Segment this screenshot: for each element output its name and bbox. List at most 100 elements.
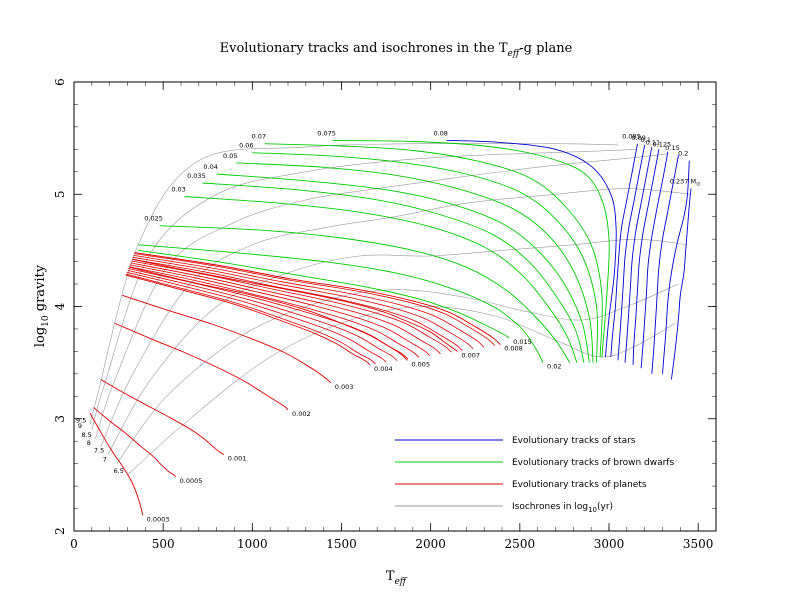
planet-track-0.005: [129, 266, 408, 361]
brown-dwarf-track-0.05: [236, 162, 594, 363]
legend: Evolutionary tracks of stars Evolutionary…: [395, 436, 674, 514]
star-label-0.085: 0.085: [622, 133, 641, 141]
planet-track-0.003: [122, 294, 332, 384]
isochrone-label-7.5: 7.5: [94, 447, 104, 455]
planet-track-0.004: [125, 274, 371, 366]
brown-dwarf-label-0.025: 0.025: [144, 215, 163, 223]
isochrone-8.5: [95, 153, 668, 440]
star-label-0.237 M: 0.237 M⊙: [670, 178, 701, 188]
isochrone-8: [100, 188, 692, 447]
star-label-0.1: 0.1: [641, 136, 651, 144]
brown-dwarf-track-0.035: [202, 182, 585, 363]
planet-track-extra: [127, 270, 398, 361]
star-track-0.2: [662, 160, 690, 374]
x-tick-label: 1500: [326, 537, 357, 551]
planet-track-extra: [129, 266, 420, 358]
track-labels: 9.598.587.57 6.5 0.075 0.070.060.05 0.04 0.03…: [76, 129, 700, 523]
x-axis-label: Teff: [386, 569, 408, 587]
isochrone-label-9.5: 9.5: [76, 416, 86, 424]
star-track-0.1: [624, 147, 653, 363]
isochrone-label-8.5: 8.5: [81, 431, 91, 439]
isochrone-label-7: 7: [103, 456, 107, 464]
star-track-0.085: [610, 143, 638, 358]
star-track-0.125: [640, 151, 669, 369]
isochrone-6.5: [127, 306, 676, 476]
star-label-0.125: 0.125: [653, 141, 672, 149]
planet-label-0.005: 0.005: [411, 360, 430, 368]
brown-dwarf-label-0.075: 0.075: [317, 129, 336, 137]
brown-dwarf-label-0.06: 0.06: [239, 142, 253, 150]
planet-track-0.0003: [89, 412, 144, 516]
axis-ticks: 0 500 1000 1500 2000 2500 3000 3500 2 3 4 5 6: [53, 78, 717, 551]
x-tick-label: 500: [152, 537, 175, 551]
star-label-0.11: 0.11: [646, 138, 660, 146]
isochrone-7.5: [107, 238, 688, 455]
brown-dwarf-label-0.02: 0.02: [547, 363, 561, 371]
star-track-0.09: [617, 144, 646, 361]
brown-dwarf-track-0.075: [332, 139, 610, 358]
planet-track-0.008: [134, 252, 501, 346]
brown-dwarf-label-0.03: 0.03: [171, 185, 185, 193]
star-label-0.2: 0.2: [678, 150, 688, 158]
y-tick-label: 5: [53, 190, 67, 198]
legend-label: Evolutionary tracks of brown dwarfs: [512, 458, 674, 468]
planet-track-extra: [129, 264, 430, 356]
brown-dwarf-track-0.02: [138, 244, 544, 363]
planet-track-extra: [134, 253, 496, 346]
chart-title: Evolutionary tracks and isochrones in th…: [220, 41, 573, 59]
y-axis-label: log10 gravity: [33, 264, 51, 347]
y-tick-label: 2: [53, 527, 67, 535]
brown-dwarf-label-0.04: 0.04: [203, 163, 217, 171]
y-tick-label: 3: [53, 415, 67, 423]
star-track-0.237 M: [670, 188, 692, 380]
brown-dwarf-track-0.015: [138, 249, 510, 339]
legend-label: Evolutionary tracks of planets: [512, 480, 647, 490]
brown-dwarf-track-0.03: [184, 196, 578, 363]
planet-track-extra: [131, 258, 463, 351]
x-tick-label: 3000: [594, 537, 625, 551]
y-tick-label: 6: [53, 78, 67, 86]
y-tick-label: 4: [53, 302, 67, 310]
planet-track-extra: [130, 262, 441, 355]
x-tick-label: 0: [70, 537, 78, 551]
isochrone-label-8: 8: [87, 439, 91, 447]
legend-label: Evolutionary tracks of stars: [512, 436, 636, 446]
brown-dwarf-label-0.05: 0.05: [223, 152, 237, 160]
x-tick-label: 2500: [505, 537, 536, 551]
brown-dwarf-track-0.06: [252, 152, 599, 363]
brown-dwarf-label-0.015: 0.015: [513, 338, 532, 346]
isochrone-9: [91, 149, 636, 431]
planet-label-0.0003: 0.0003: [147, 515, 170, 523]
isochrone-label-9: 9: [78, 422, 82, 430]
planet-label-0.0005: 0.0005: [180, 477, 203, 485]
star-track-0.11: [632, 149, 660, 365]
star-label-0.09: 0.09: [631, 134, 645, 142]
star-track-0.08: [446, 139, 617, 358]
star-track-0.15: [651, 154, 679, 374]
brown-dwarf-label-0.07: 0.07: [252, 133, 266, 141]
planet-label-0.002: 0.002: [292, 410, 311, 418]
planet-label-0.007: 0.007: [461, 351, 480, 359]
star-label-0.15: 0.15: [665, 144, 679, 152]
planet-track-extra: [131, 260, 452, 353]
planet-track-extra: [133, 255, 485, 348]
x-tick-label: 3500: [683, 537, 714, 551]
track-layer: [89, 139, 692, 516]
star-label-0.08: 0.08: [433, 129, 447, 137]
planet-track-0.007: [132, 258, 458, 352]
x-tick-label: 1000: [237, 537, 268, 551]
x-tick-label: 2000: [415, 537, 446, 551]
planet-label-0.004: 0.004: [374, 365, 393, 373]
planet-track-extra: [132, 256, 474, 350]
isochrone-7: [116, 283, 679, 464]
planet-label-0.003: 0.003: [335, 383, 354, 391]
brown-dwarf-track-0.07: [264, 143, 603, 358]
planet-label-0.001: 0.001: [228, 455, 247, 463]
planet-track-extra: [125, 273, 376, 365]
planet-track-0.0005: [93, 407, 177, 478]
planet-track-0.001: [100, 379, 225, 456]
planet-label-0.008: 0.008: [504, 345, 523, 353]
brown-dwarf-track-0.025: [159, 225, 571, 363]
isochrone-label-6.5: 6.5: [114, 467, 124, 475]
